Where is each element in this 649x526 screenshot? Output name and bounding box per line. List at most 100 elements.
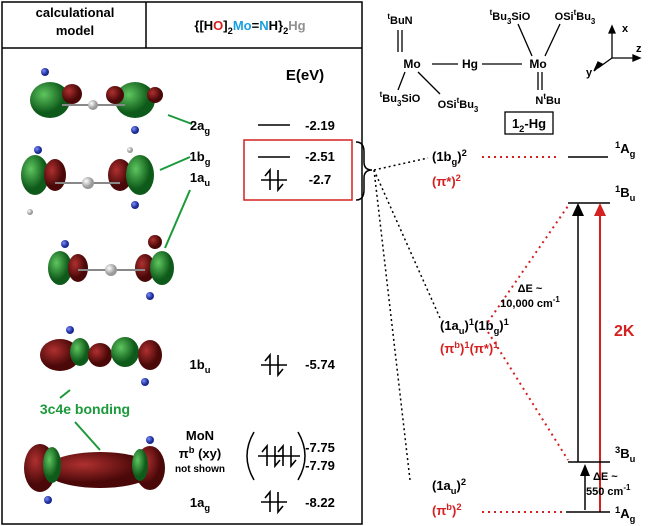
text-part: g — [204, 503, 210, 513]
text-part: 1a — [190, 170, 205, 185]
text-part: -Hg — [524, 116, 546, 131]
text-part: (π — [432, 503, 446, 518]
compound-label: 12-Hg — [512, 116, 546, 134]
text-part: 1b — [190, 149, 205, 164]
text-part: u — [204, 178, 210, 188]
connector — [75, 422, 100, 450]
text-part: Bu — [382, 93, 397, 105]
group-note: not shown — [175, 464, 225, 475]
text-part: g — [204, 126, 210, 136]
molecule-label: Mo — [529, 57, 546, 71]
text-part: (π*) — [470, 341, 494, 356]
level-energy: -8.22 — [305, 495, 335, 510]
text-part: B — [620, 446, 629, 461]
text-part: u — [630, 454, 636, 464]
correlation-line — [488, 206, 568, 460]
level-label: 1ag — [190, 495, 210, 513]
electron-pair — [261, 492, 287, 512]
text-part: g — [630, 149, 636, 159]
text-part: 2 — [462, 148, 467, 158]
text-part: ΔE ~ — [518, 283, 543, 295]
level-energy: -5.74 — [305, 357, 335, 372]
connector — [168, 115, 192, 124]
molecule-label: OSitBu3 — [438, 96, 479, 114]
state-label: 1Ag — [615, 140, 636, 159]
level-label: 1bg — [190, 149, 211, 167]
orbital-image — [21, 146, 154, 215]
text-part: 2a — [190, 118, 205, 133]
text-part: N — [535, 95, 543, 107]
level-label: 2ag — [190, 118, 210, 136]
text-part: 550 cm — [586, 486, 624, 498]
axes-icon — [594, 26, 640, 71]
text-part: 3 — [591, 17, 596, 26]
connector — [60, 390, 70, 398]
state-config: (πb)2 — [432, 502, 462, 518]
molecule-label: NtBu — [535, 92, 560, 107]
level-energy: -2.19 — [305, 118, 335, 133]
header-model: model — [56, 23, 94, 38]
transition-arrow — [572, 203, 606, 512]
state-config: (π*)2 — [432, 173, 461, 189]
molecule-label: Mo — [403, 57, 420, 71]
text-part: O — [213, 18, 223, 33]
bonding-label: 3c4e bonding — [40, 401, 130, 417]
figure: calculational model {[HO]2Mo=NH}2Hg E(eV… — [0, 0, 649, 526]
state-config: (1bg)2 — [432, 148, 467, 167]
text-part: (1a — [432, 478, 452, 493]
molecule-label: tBu3SiO — [490, 8, 531, 26]
connector — [165, 190, 190, 248]
text-part: 1b — [190, 357, 205, 372]
connector — [160, 157, 190, 170]
text-part: B — [620, 185, 629, 200]
text-part: SiO — [511, 11, 530, 23]
gap-label: 10,000 cm-1 — [500, 295, 560, 310]
molecule-label: Hg — [462, 57, 478, 71]
level-label: 1au — [190, 170, 210, 188]
axis-label: z — [636, 43, 642, 55]
orbital-image — [40, 326, 162, 386]
text-part: -1 — [553, 295, 561, 304]
gap-label: 550 cm-1 — [586, 483, 631, 498]
text-part: Bu — [459, 99, 474, 111]
text-part: (π*) — [432, 174, 456, 189]
state-config: (1au)1(1bg)1 — [440, 317, 509, 336]
text-part: Hg — [288, 18, 305, 33]
text-part: g — [630, 514, 636, 524]
text-part: 1 — [504, 317, 509, 327]
state-label: 3Bu — [615, 445, 636, 464]
electron-pair — [261, 170, 287, 190]
text-part: 2 — [456, 502, 461, 512]
level-energy: -2.7 — [309, 172, 331, 187]
gap-label: ΔE ~ — [593, 471, 618, 483]
header-model: calculational — [36, 5, 115, 20]
text-part: 1 — [512, 116, 519, 131]
text-part: (1b — [474, 318, 494, 333]
text-part: Mo — [233, 18, 252, 33]
text-part: OSi — [438, 99, 457, 111]
orbital-image — [48, 235, 174, 300]
text-part: {[H — [194, 18, 213, 33]
gap-label: ΔE ~ — [518, 283, 543, 295]
correlation-line — [374, 158, 440, 480]
text-part: (π — [440, 341, 454, 356]
text-part: Mo — [403, 57, 420, 71]
text-part: SiO — [401, 93, 420, 105]
level-label: 1bu — [190, 357, 211, 375]
text-part: Bu — [576, 11, 591, 23]
text-part: H} — [269, 18, 283, 33]
text-part: 3 — [474, 105, 479, 114]
text-part: u — [630, 193, 636, 203]
electron-pair — [261, 355, 287, 375]
text-part: 2 — [456, 173, 461, 183]
text-part: u — [205, 365, 211, 375]
molecule-label: tBu3SiO — [380, 90, 421, 108]
state-label: 1Bu — [615, 184, 636, 203]
text-part: π — [179, 446, 189, 461]
axis-label: x — [622, 23, 629, 35]
text-part: Mo — [529, 57, 546, 71]
text-part: 10,000 cm — [500, 298, 553, 310]
level-energy: -7.79 — [305, 458, 335, 473]
text-part: Hg — [462, 57, 478, 71]
text-part: OSi — [555, 11, 574, 23]
